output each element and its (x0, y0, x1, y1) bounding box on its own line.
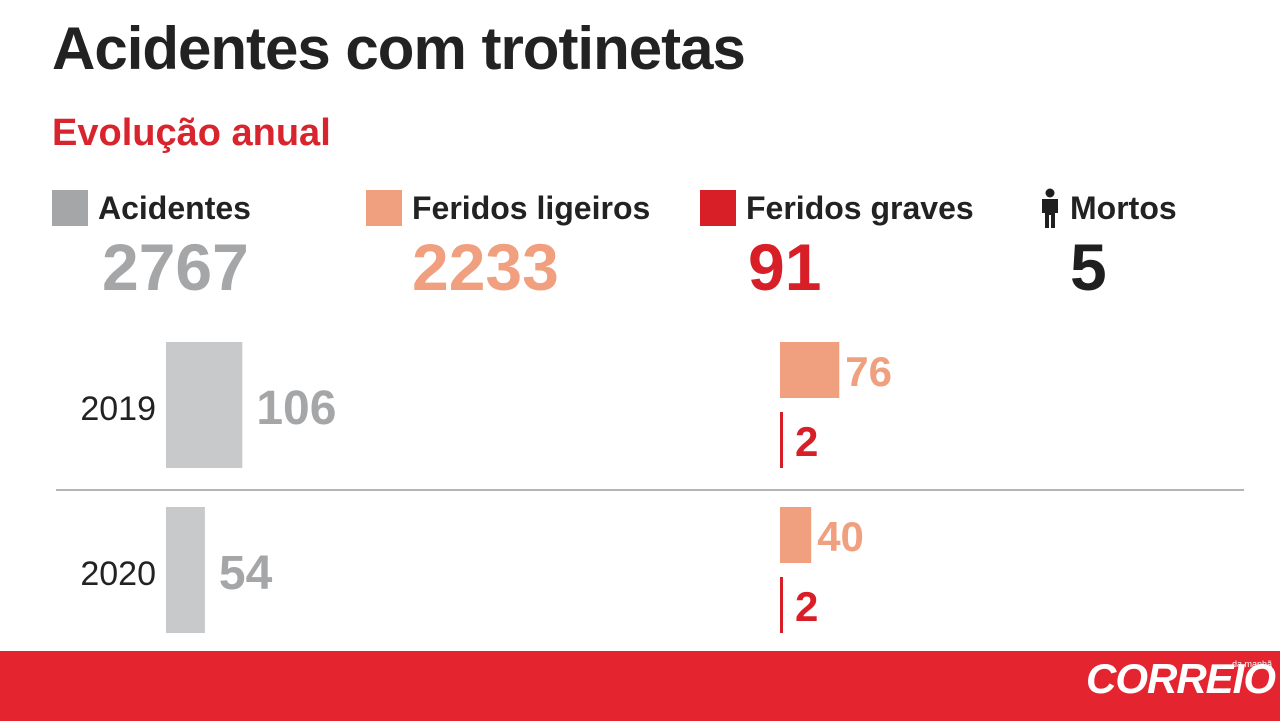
light-injuries-bar (780, 507, 812, 563)
legend-label-light-injuries: Feridos ligeiros (412, 190, 651, 226)
accidents-bar (166, 342, 243, 468)
accidents-value-label: 106 (256, 382, 336, 435)
legend-swatch-accidents (52, 190, 88, 226)
serious-injuries-bar (780, 577, 783, 633)
accidents-value-label: 54 (219, 547, 273, 600)
serious-injuries-value-label: 2 (795, 418, 818, 465)
legend-label-accidents: Acidentes (98, 190, 251, 226)
correio-logo: CORREIO (1086, 655, 1276, 703)
chart-subtitle: Evolução anual (52, 112, 331, 154)
accidents-bar (166, 507, 205, 633)
legend-swatch-serious-injuries (700, 190, 736, 226)
person-icon (1042, 188, 1058, 228)
legend-label-serious-injuries: Feridos graves (746, 190, 974, 226)
light-injuries-value-label: 40 (817, 513, 864, 560)
total-deaths: 5 (1070, 230, 1107, 304)
logo-text: CORREIO (1086, 655, 1276, 702)
chart-title: Acidentes com trotinetas (52, 15, 746, 82)
total-serious-injuries: 91 (748, 230, 822, 304)
footer-bar (0, 651, 1280, 721)
year-label: 2020 (80, 555, 156, 593)
legend-swatch-light-injuries (366, 190, 402, 226)
light-injuries-value-label: 76 (845, 348, 892, 395)
total-light-injuries: 2233 (412, 230, 559, 304)
logo-subtext: da manhã (1231, 659, 1272, 669)
year-label: 2019 (80, 390, 156, 428)
total-accidents: 2767 (102, 230, 249, 304)
serious-injuries-value-label: 2 (795, 583, 818, 630)
light-injuries-bar (780, 342, 840, 398)
serious-injuries-bar (780, 412, 783, 468)
legend-label-deaths: Mortos (1070, 190, 1177, 226)
